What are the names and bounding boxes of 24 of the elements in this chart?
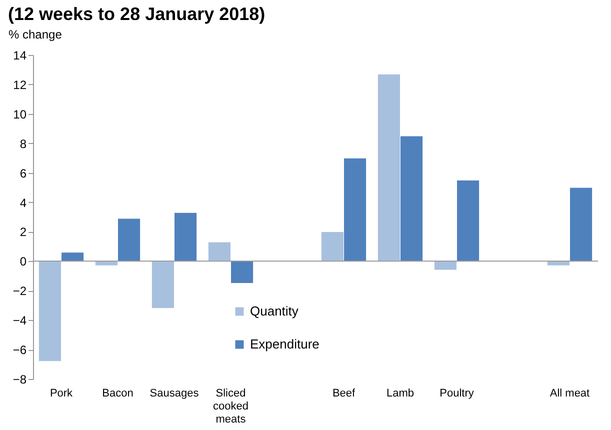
x-tick-label: Beef — [332, 388, 356, 400]
y-tick-label: 0 — [20, 254, 27, 269]
x-tick-label: Poultry — [440, 388, 474, 400]
legend-label: Expenditure — [250, 336, 320, 352]
chart-title: (12 weeks to 28 January 2018) — [8, 4, 266, 24]
y-tick-label: 2 — [20, 225, 27, 240]
y-tick-label: −2 — [12, 284, 27, 298]
x-tick-label: Pork — [50, 388, 74, 400]
y-tick-label: 12 — [13, 78, 27, 92]
x-tick-label: All meat — [550, 388, 590, 400]
y-tick-label: 14 — [13, 48, 27, 62]
y-tick-label: 4 — [20, 196, 27, 210]
y-tick-label: −8 — [12, 372, 27, 386]
x-tick-label: Lamb — [386, 388, 414, 400]
y-tick-label: −6 — [12, 343, 27, 358]
y-tick-label: 6 — [20, 166, 27, 180]
x-tick-label: Sliced cooked meats — [213, 388, 248, 426]
y-axis-title: % change — [8, 28, 62, 42]
y-tick-label: 10 — [13, 107, 27, 122]
x-tick-label: Bacon — [102, 388, 134, 400]
y-tick-label: −4 — [12, 314, 27, 328]
legend-label: Quantity — [250, 304, 299, 318]
x-tick-label: Sausages — [150, 388, 200, 400]
y-tick-label: 8 — [20, 136, 27, 151]
